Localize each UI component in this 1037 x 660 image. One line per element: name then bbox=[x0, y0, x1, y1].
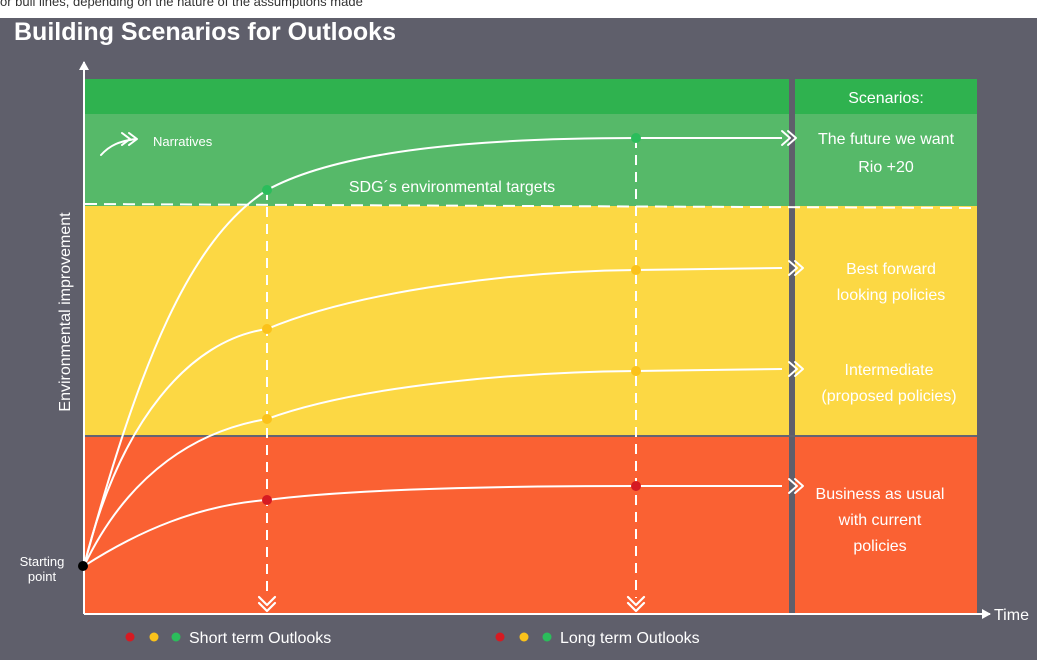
scenarios-header-band bbox=[795, 79, 977, 114]
short-term-dot-yellow bbox=[262, 414, 272, 424]
long-term-dot-red bbox=[631, 481, 641, 491]
legend-long-term-label: Long term Outlooks bbox=[560, 630, 700, 647]
red-band bbox=[85, 436, 789, 614]
scenario-bau-line1: Business as usual bbox=[816, 486, 945, 503]
short-term-chevron-icon bbox=[257, 595, 277, 613]
narratives-label: Narratives bbox=[153, 134, 213, 149]
long-term-dot-yellow bbox=[631, 265, 641, 275]
scenario-best-line1: Best forward bbox=[846, 261, 936, 278]
x-axis-label: Time bbox=[994, 607, 1029, 624]
scenario-yellow-band bbox=[795, 206, 977, 436]
short-term-dot-yellow bbox=[262, 324, 272, 334]
page-title: Building Scenarios for Outlooks bbox=[14, 18, 396, 46]
green-band bbox=[85, 114, 789, 206]
narratives-arrow-icon bbox=[100, 132, 138, 156]
main-header-band bbox=[85, 79, 789, 114]
curve-end-arrow-icons bbox=[781, 130, 804, 494]
scenario-future-line1: The future we want bbox=[818, 131, 955, 148]
starting-point-label-line2: point bbox=[28, 569, 57, 584]
curve-business-as-usual bbox=[83, 485, 782, 567]
legend-dot-yellow bbox=[149, 632, 159, 642]
legend-dot-green bbox=[542, 632, 552, 642]
target-dashed-line bbox=[84, 203, 978, 209]
scenario-bau-line2: with current bbox=[838, 512, 922, 529]
legend-long-term: Long term Outlooks bbox=[495, 630, 700, 647]
double-arrow-icon bbox=[788, 260, 804, 276]
scenario-red-band bbox=[795, 436, 977, 614]
yellow-band bbox=[85, 206, 789, 436]
y-axis-label: Environmental improvement bbox=[57, 212, 74, 412]
target-label: SDG´s environmental targets bbox=[349, 179, 555, 196]
long-term-chevron-icon bbox=[626, 595, 646, 613]
long-term-dot-yellow bbox=[631, 366, 641, 376]
scenario-intermediate-line1: Intermediate bbox=[845, 362, 934, 379]
legend-short-term: Short term Outlooks bbox=[125, 630, 331, 647]
curve-intermediate bbox=[83, 368, 783, 567]
long-term-dot-green bbox=[631, 133, 641, 143]
starting-point-label-line1: Starting bbox=[20, 554, 65, 569]
double-arrow-icon bbox=[788, 478, 804, 494]
scenario-green-band bbox=[795, 114, 977, 206]
legend-short-term-label: Short term Outlooks bbox=[189, 630, 331, 647]
cropped-top-text: or bull lines, depending on the nature o… bbox=[0, 0, 363, 9]
legend-dot-red bbox=[495, 632, 505, 642]
scenarios-header: Scenarios: bbox=[848, 90, 924, 107]
starting-point-dot bbox=[78, 561, 88, 571]
scenario-best-line2: looking policies bbox=[837, 287, 946, 304]
double-arrow-icon bbox=[788, 361, 804, 377]
legend-dot-green bbox=[171, 632, 181, 642]
double-arrow-icon bbox=[781, 130, 797, 146]
scenario-future-line2: Rio +20 bbox=[858, 159, 914, 176]
short-term-dot-green bbox=[262, 185, 272, 195]
scenario-intermediate-line2: (proposed policies) bbox=[821, 388, 956, 405]
legend-dot-red bbox=[125, 632, 135, 642]
scenario-bau-line3: policies bbox=[853, 538, 906, 555]
short-term-dot-red bbox=[262, 495, 272, 505]
legend-dot-yellow bbox=[519, 632, 529, 642]
